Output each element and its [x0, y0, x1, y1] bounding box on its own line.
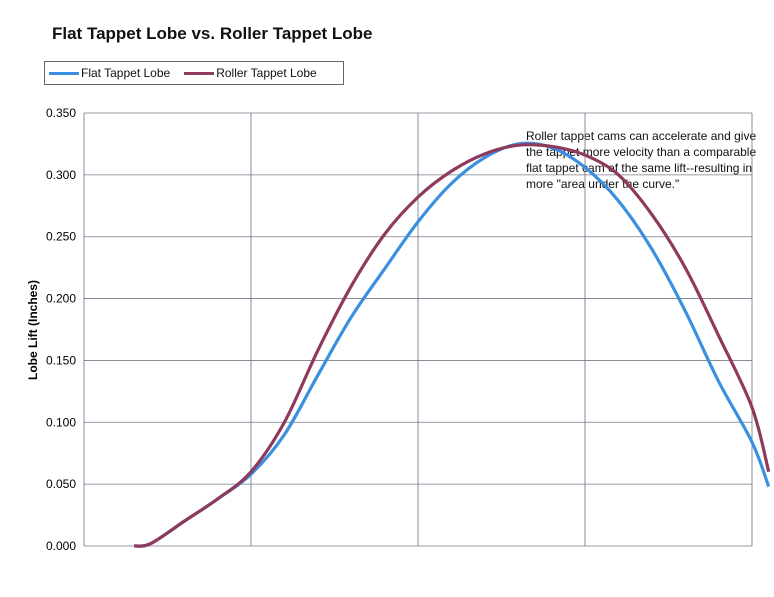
- series-line-flat-tappet: [133, 141, 771, 548]
- legend-item-flat: Flat Tappet Lobe: [49, 66, 170, 80]
- y-tick-label: 0.050: [46, 477, 76, 491]
- y-tick-label: 0.250: [46, 230, 76, 244]
- legend-swatch-roller: [184, 71, 215, 75]
- chart-series: [133, 141, 771, 548]
- chart-grid: [83, 112, 753, 547]
- y-axis-ticks: 0.000 0.050 0.100 0.150 0.200 0.250 0.300 0.350: [46, 106, 76, 553]
- legend-item-roller: Roller Tappet Lobe: [184, 66, 317, 80]
- y-tick-label: 0.150: [46, 353, 76, 367]
- y-tick-label: 0.300: [46, 168, 76, 182]
- y-axis-label: Lobe Lift (Inches): [26, 280, 40, 380]
- chart-title: Flat Tappet Lobe vs. Roller Tappet Lobe: [52, 24, 373, 43]
- y-tick-label: 0.000: [46, 539, 76, 553]
- chart-legend: Flat Tappet Lobe Roller Tappet Lobe: [44, 61, 344, 85]
- y-tick-label: 0.200: [46, 292, 76, 306]
- y-tick-label: 0.100: [46, 415, 76, 429]
- legend-swatch-flat: [49, 71, 79, 75]
- y-tick-label: 0.350: [46, 106, 76, 120]
- legend-label-roller: Roller Tappet Lobe: [216, 66, 317, 80]
- series-line-roller-tappet: [133, 142, 771, 548]
- legend-label-flat: Flat Tappet Lobe: [81, 66, 171, 80]
